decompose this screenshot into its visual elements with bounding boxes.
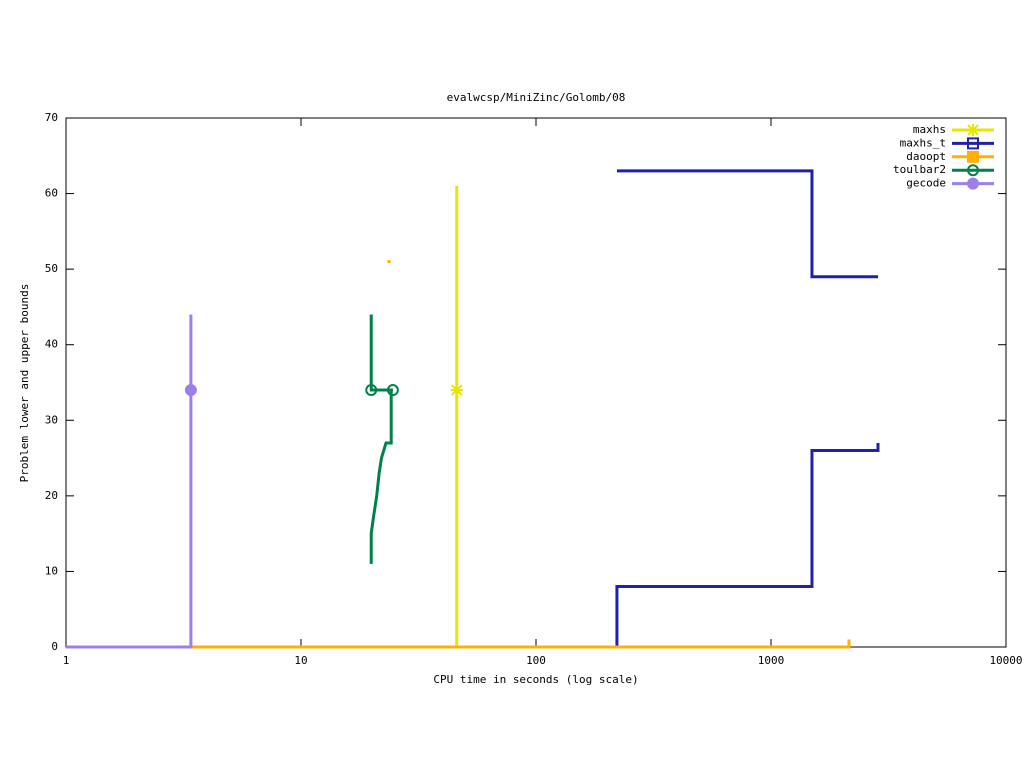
legend-label: maxhs <box>913 123 946 136</box>
y-tick-label: 40 <box>45 338 58 351</box>
y-tick-label: 0 <box>51 640 58 653</box>
x-tick-label: 10 <box>294 654 307 667</box>
marker <box>967 150 979 163</box>
marker <box>365 384 378 397</box>
marker <box>386 384 399 397</box>
y-tick-label: 20 <box>45 489 58 502</box>
series-line <box>66 260 851 649</box>
x-tick-label: 10000 <box>989 654 1022 667</box>
legend-label: maxhs_t <box>900 136 946 149</box>
x-tick-label: 1000 <box>758 654 785 667</box>
marker <box>967 124 979 136</box>
legend-label: gecode <box>906 177 946 190</box>
y-tick-label: 30 <box>45 413 58 426</box>
marker <box>967 137 979 150</box>
y-axis-label: Problem lower and upper bounds <box>18 284 31 483</box>
marker <box>967 164 979 177</box>
legend-label: toulbar2 <box>893 163 946 176</box>
marker <box>184 384 197 397</box>
x-tick-label: 1 <box>63 654 70 667</box>
marker <box>450 384 463 397</box>
series-line <box>615 169 880 647</box>
series-line <box>369 314 393 564</box>
plot-frame <box>65 117 1007 648</box>
y-tick-label: 60 <box>45 187 58 200</box>
series-line <box>66 314 193 649</box>
legend-label: daoopt <box>906 150 946 163</box>
y-tick-label: 10 <box>45 564 58 577</box>
x-tick-label: 100 <box>526 654 546 667</box>
marker <box>967 177 979 190</box>
x-axis-label: CPU time in seconds (log scale) <box>433 673 638 686</box>
chart-title: evalwcsp/MiniZinc/Golomb/08 <box>447 91 626 104</box>
y-tick-label: 70 <box>45 111 58 124</box>
y-tick-label: 50 <box>45 262 58 275</box>
